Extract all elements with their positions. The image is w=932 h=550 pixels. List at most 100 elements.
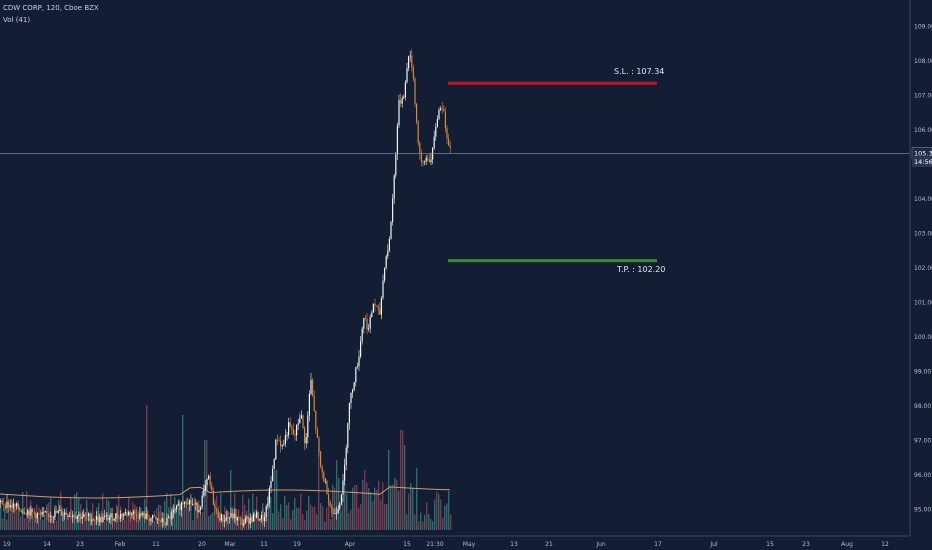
candle-body (414, 78, 416, 104)
candle-body (62, 514, 64, 516)
candle-body (302, 415, 304, 428)
candle-body (251, 517, 253, 522)
volume-bar (434, 499, 436, 530)
volume-bar (194, 507, 196, 530)
candle-body (432, 148, 434, 160)
volume-bar (416, 467, 418, 530)
candle-body (160, 520, 162, 522)
volume-bar (116, 504, 118, 530)
candle-body (222, 514, 224, 522)
volume-bar (4, 507, 6, 530)
volume-bar (298, 507, 300, 530)
volume-bar (28, 508, 30, 530)
volume-bar (440, 499, 442, 530)
candle-body (214, 505, 216, 509)
candle-body (315, 410, 317, 430)
volume-bar (296, 507, 298, 530)
candle-body (438, 109, 440, 120)
volume-bar (76, 492, 78, 530)
time-tick-label: Aug (841, 541, 853, 548)
volume-bar (10, 512, 12, 530)
candle-body (252, 514, 254, 522)
symbol-title[interactable]: CDW CORP, 120, Cboe BZX (3, 4, 99, 12)
candle-body (409, 55, 411, 57)
candle-body (339, 503, 341, 510)
candle-body (305, 437, 307, 444)
candle-body (108, 517, 110, 520)
volume-bar (266, 511, 268, 530)
volume-bar (406, 514, 408, 530)
volume-bar (204, 440, 206, 530)
volume-bar (444, 505, 446, 530)
volume-bar (442, 517, 444, 530)
candle-body (128, 511, 130, 516)
candle-body (248, 517, 250, 524)
candle-body (84, 513, 86, 515)
candle-body (337, 509, 339, 513)
volume-bar (304, 520, 306, 530)
time-tick-label: 12 (881, 541, 889, 548)
volume-bar (352, 487, 354, 530)
candle-body (132, 511, 134, 514)
volume-bar (188, 505, 190, 530)
stop-loss-label: S.L. : 107.34 (614, 67, 665, 77)
candle-body (166, 517, 168, 526)
candle-body (422, 162, 424, 163)
candle-body (182, 502, 184, 505)
volume-bar (420, 512, 422, 530)
volume-bar (300, 493, 302, 530)
volume-bar (398, 490, 400, 530)
candle-body (390, 222, 392, 239)
volume-bar (312, 507, 314, 530)
volume-bar (366, 482, 368, 530)
candle-body (211, 485, 213, 491)
candle-body (36, 513, 38, 518)
volume-bar (230, 470, 232, 530)
volume-bar (178, 501, 180, 530)
volume-bar (374, 487, 376, 530)
volume-bar (310, 504, 312, 530)
candle-body (142, 512, 144, 516)
candle-body (299, 418, 301, 424)
volume-bar (52, 517, 54, 530)
volume-bar (368, 488, 370, 530)
candle-body (272, 468, 274, 482)
volume-bar (418, 521, 420, 530)
candle-body (97, 516, 99, 523)
candle-body (16, 503, 18, 507)
volume-bar (378, 480, 380, 530)
candle-body (176, 505, 178, 510)
candle-body (107, 515, 109, 520)
volume-bar (382, 482, 384, 530)
candle-body (192, 503, 194, 505)
candle-body (161, 518, 163, 522)
price-tick-label: 103.00 (914, 231, 932, 238)
candle-body (342, 480, 344, 495)
volume-bar (108, 500, 110, 530)
price-tick-label: 102.00 (914, 265, 932, 272)
volume-indicator-title[interactable]: Vol (41) (3, 16, 31, 24)
candle-body (196, 502, 198, 513)
candle-body (320, 451, 322, 467)
candle-body (38, 513, 40, 515)
volume-bar (372, 501, 374, 530)
price-axis: 109.00 108.00 107.00 106.00 104.00 103.00 102.… (914, 24, 932, 514)
candle-body (297, 423, 299, 425)
candle-body (323, 472, 325, 482)
candle-body (217, 510, 219, 518)
time-tick-label: Apr (345, 541, 356, 548)
candle-body (6, 501, 8, 509)
volume-bar (154, 521, 156, 530)
volume-bar (186, 497, 188, 530)
candle-body (100, 516, 102, 522)
candle-body (292, 429, 294, 435)
candle-body (427, 157, 429, 160)
volume-bar (2, 518, 4, 530)
volume-bar (302, 514, 304, 530)
candle-body (417, 121, 419, 144)
volume-bar (176, 504, 178, 530)
volume-bar (424, 514, 426, 530)
volume-bar (412, 487, 414, 530)
volume-bar (408, 493, 410, 530)
